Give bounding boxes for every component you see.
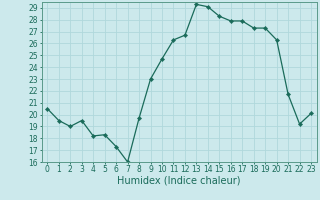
X-axis label: Humidex (Indice chaleur): Humidex (Indice chaleur) [117,175,241,185]
